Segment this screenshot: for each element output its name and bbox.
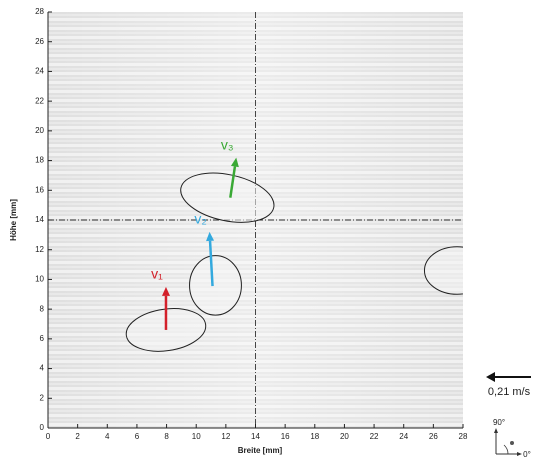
y-tick-label: 0 <box>40 423 45 432</box>
y-tick-label: 24 <box>35 67 44 76</box>
x-axis-label: Breite [mm] <box>238 446 283 455</box>
x-tick-label: 24 <box>399 432 408 441</box>
y-tick-label: 28 <box>35 7 44 16</box>
angle-icon-head <box>494 428 498 433</box>
angle-label: 0° <box>523 450 531 459</box>
scale-label: 0,21 m/s <box>488 386 531 398</box>
y-tick-label: 12 <box>35 245 44 254</box>
angle-icon-head <box>517 452 522 456</box>
vector-label: v₁ <box>151 266 163 282</box>
x-tick-label: 20 <box>340 432 349 441</box>
vector-label: v₃ <box>221 136 234 152</box>
x-tick-label: 2 <box>75 432 80 441</box>
x-tick-label: 26 <box>429 432 438 441</box>
y-tick-label: 26 <box>35 37 44 46</box>
y-tick-label: 20 <box>35 126 44 135</box>
x-tick-label: 22 <box>370 432 379 441</box>
angle-icon-arc <box>504 445 508 454</box>
y-tick-label: 8 <box>40 304 45 313</box>
y-tick-label: 16 <box>35 185 44 194</box>
y-tick-label: 10 <box>35 275 44 284</box>
x-tick-label: 0 <box>46 432 51 441</box>
chart: Breite [mm] Höhe [mm] 0,21 m/s 90° 0° 0 2… <box>0 0 535 461</box>
x-tick-label: 10 <box>192 432 201 441</box>
angle-label: 90° <box>493 418 505 427</box>
y-tick-label: 4 <box>40 364 45 373</box>
x-tick-label: 18 <box>310 432 319 441</box>
x-tick-label: 12 <box>221 432 230 441</box>
y-tick-label: 2 <box>40 393 45 402</box>
y-axis-label: Höhe [mm] <box>9 199 18 241</box>
y-tick-label: 18 <box>35 156 44 165</box>
y-tick-label: 6 <box>40 334 45 343</box>
y-tick-label: 22 <box>35 96 44 105</box>
x-tick-label: 28 <box>459 432 468 441</box>
y-tick-label: 14 <box>35 215 44 224</box>
x-tick-label: 6 <box>135 432 140 441</box>
scale-arrow-head <box>486 372 495 382</box>
x-tick-label: 8 <box>164 432 169 441</box>
x-tick-label: 16 <box>281 432 290 441</box>
angle-icon-dot <box>510 441 514 445</box>
x-tick-label: 14 <box>251 432 260 441</box>
x-tick-label: 4 <box>105 432 110 441</box>
vector-label: v₂ <box>194 211 206 227</box>
